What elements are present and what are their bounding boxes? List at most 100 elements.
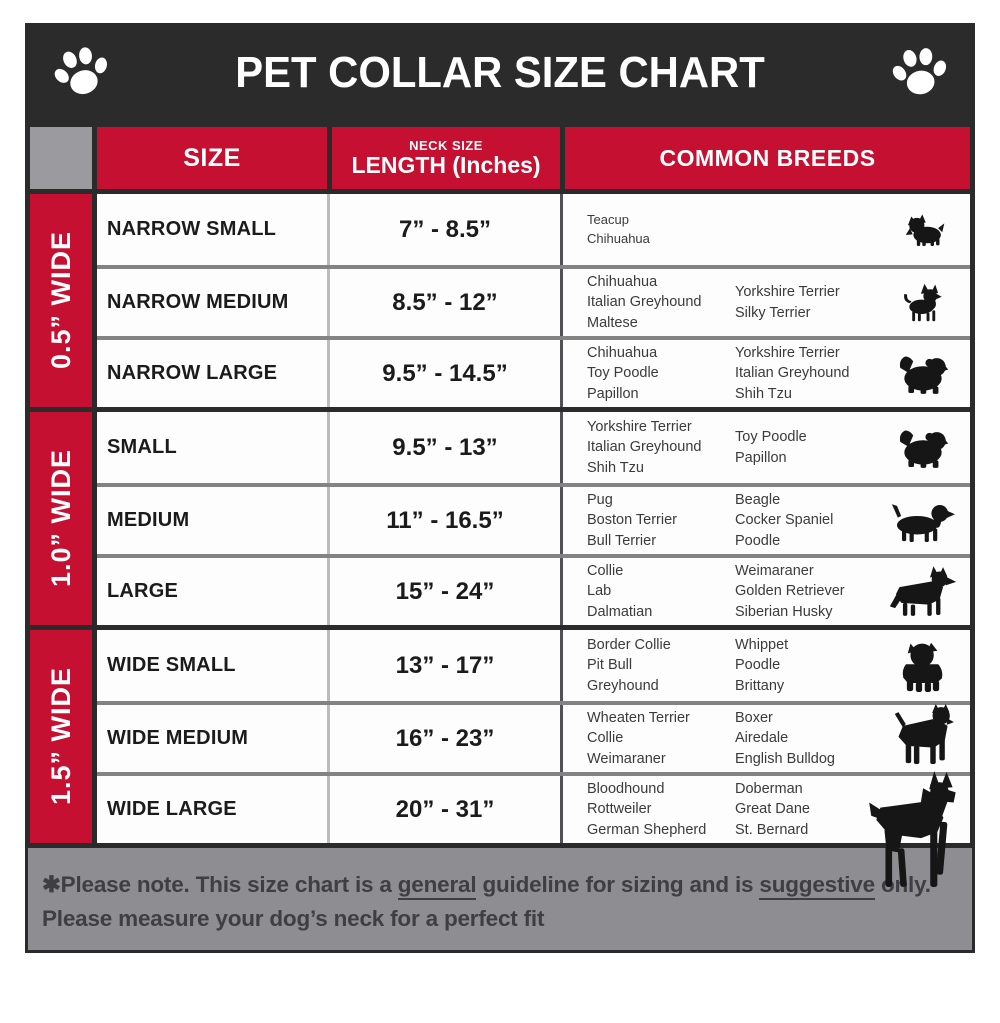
table-row: WIDE SMALL 13” - 17” Border Collie Pit Bull…: [97, 630, 970, 701]
width-group: 1.0” WIDE SMALL 9.5” - 13” Yorkshire Terrie…: [30, 412, 970, 625]
breed-name: Pit Bull: [587, 657, 633, 674]
breed-name: St. Bernard: [735, 821, 809, 838]
breed-name: Italian Greyhound: [735, 365, 850, 382]
size-table: SIZE NECK SIZE LENGTH (Inches) COMMON BR…: [25, 122, 975, 848]
breed-name: Collie: [587, 730, 624, 747]
breed-name: Collie: [587, 563, 624, 580]
length-cell: 9.5” - 14.5”: [327, 340, 560, 407]
doberman-dog-icon: [866, 771, 968, 889]
width-group: 1.5” WIDE WIDE SMALL 13” - 17” Border Colli…: [30, 630, 970, 843]
length-cell: 13” - 17”: [327, 630, 560, 701]
yorkie-dog-icon: [901, 213, 945, 246]
table-row: NARROW LARGE 9.5” - 14.5” Chihuahua Toy Poo…: [97, 336, 970, 407]
breeds-column-1: Wheaten Terrier Collie Weimaraner: [587, 708, 735, 769]
breed-name: Doberman: [735, 781, 803, 798]
size-cell: WIDE LARGE: [107, 798, 237, 820]
breed-name: Pug: [587, 492, 613, 509]
breeds-cell: Border Collie Pit Bull Greyhound Whippet Poo…: [560, 630, 970, 701]
length-cell: 20” - 31”: [327, 776, 560, 843]
breed-name: Airedale: [735, 730, 789, 747]
footer-note-line2: Please measure your dog’s neck for a per…: [42, 905, 545, 931]
breed-name: Poodle: [735, 532, 781, 549]
beagle-dog-icon: [890, 500, 956, 542]
breed-name: Golden Retriever: [735, 583, 845, 600]
table-body: 0.5” WIDE NARROW SMALL 7” - 8.5” Teacup Chih…: [30, 194, 970, 843]
neck-size-label: NECK SIZE: [409, 138, 483, 154]
paw-icon: [883, 36, 955, 108]
breed-name: Chihuahua: [587, 230, 650, 246]
dog-icon-box: [876, 487, 970, 554]
breeds-column-2: Weimaraner Golden Retriever Siberian Husky: [735, 561, 876, 622]
breed-name: Italian Greyhound: [587, 294, 702, 311]
table-row: NARROW SMALL 7” - 8.5” Teacup Chihuahua: [97, 194, 970, 265]
breed-name: Italian Greyhound: [587, 439, 702, 456]
length-cell: 9.5” - 13”: [327, 412, 560, 483]
breed-name: Maltese: [587, 314, 638, 331]
breeds-cell: Collie Lab Dalmatian Weimaraner Golden Retri…: [560, 558, 970, 625]
breed-name: Greyhound: [587, 677, 659, 694]
dog-icon-box: [876, 705, 970, 772]
length-cell: 8.5” - 12”: [327, 269, 560, 336]
breed-name: Yorkshire Terrier: [735, 284, 840, 301]
breed-name: Poodle: [735, 657, 781, 674]
breeds-cell: Chihuahua Toy Poodle Papillon Yorkshire Ter…: [560, 340, 970, 407]
breed-name: Siberian Husky: [735, 603, 833, 620]
pekingese-dog-icon: [897, 427, 949, 468]
breeds-column-1: Border Collie Pit Bull Greyhound: [587, 635, 735, 696]
width-group: 0.5” WIDE NARROW SMALL 7” - 8.5” Teacup Chih…: [30, 194, 970, 407]
width-label-text: 1.5” WIDE: [45, 667, 76, 806]
column-header-size: SIZE: [97, 127, 327, 189]
size-cell: NARROW LARGE: [107, 362, 278, 384]
breeds-cell: Bloodhound Rottweiler German Shepherd Dober…: [560, 776, 970, 843]
length-cell: 11” - 16.5”: [327, 487, 560, 554]
breed-name: Beagle: [735, 492, 781, 509]
size-cell: WIDE SMALL: [107, 654, 236, 676]
column-header-neck-size: NECK SIZE LENGTH (Inches): [332, 127, 560, 189]
breeds-column-1: Chihuahua Italian Greyhound Maltese: [587, 272, 735, 333]
breeds-column-1: Teacup Chihuahua: [587, 211, 735, 247]
breeds-column-2: Whippet Poodle Brittany: [735, 635, 876, 696]
size-chart-page: PET COLLAR SIZE CHART SIZE NECK SIZE LEN…: [25, 23, 975, 953]
paw-icon: [49, 41, 113, 105]
breed-name: Papillon: [587, 385, 639, 402]
note-text: ✱Please note. This size chart is a: [42, 872, 398, 897]
breed-name: Toy Poodle: [735, 429, 807, 446]
table-row: MEDIUM 11” - 16.5” Pug Boston Terrier Bull T…: [97, 483, 970, 554]
breeds-cell: Pug Boston Terrier Bull Terrier Beagle Cocke…: [560, 487, 970, 554]
breeds-column-2: Boxer Airedale English Bulldog: [735, 708, 876, 769]
column-header-common-breeds: COMMON BREEDS: [565, 127, 970, 189]
size-cell: NARROW SMALL: [107, 218, 277, 240]
breed-name: Yorkshire Terrier: [735, 345, 840, 362]
size-cell: WIDE MEDIUM: [107, 727, 249, 749]
breed-name: German Shepherd: [587, 821, 707, 838]
table-header-row: SIZE NECK SIZE LENGTH (Inches) COMMON BR…: [30, 127, 970, 189]
page-title: PET COLLAR SIZE CHART: [235, 47, 765, 97]
width-label: 1.0” WIDE: [30, 412, 92, 625]
table-row: WIDE MEDIUM 16” - 23” Wheaten Terrier Colli…: [97, 701, 970, 772]
breeds-column-1: Bloodhound Rottweiler German Shepherd: [587, 779, 735, 840]
breeds-column-2: Yorkshire Terrier Italian Greyhound Shih T…: [735, 343, 876, 404]
group-rows: SMALL 9.5” - 13” Yorkshire Terrier Italian …: [97, 412, 970, 625]
breeds-column-2: Beagle Cocker Spaniel Poodle: [735, 490, 876, 551]
size-cell: LARGE: [107, 580, 178, 602]
dog-icon-box: [876, 558, 970, 625]
table-row: WIDE LARGE 20” - 31” Bloodhound Rottweiler G…: [97, 772, 970, 843]
length-cell: 7” - 8.5”: [327, 194, 560, 265]
corner-cell: [30, 127, 92, 189]
breed-name: Papillon: [735, 449, 787, 466]
width-label: 0.5” WIDE: [30, 194, 92, 407]
breeds-column-2: Doberman Great Dane St. Bernard: [735, 779, 876, 840]
breeds-column-2: Toy Poodle Papillon: [735, 427, 876, 468]
footer-note-line1: ✱Please note. This size chart is a gener…: [42, 868, 958, 902]
breeds-cell: Teacup Chihuahua: [560, 194, 970, 265]
breed-name: Lab: [587, 583, 612, 600]
breed-name: Bull Terrier: [587, 532, 657, 549]
shepherd-dog-icon: [889, 566, 957, 617]
group-rows: WIDE SMALL 13” - 17” Border Collie Pit Bull…: [97, 630, 970, 843]
breed-name: Shih Tzu: [735, 385, 792, 402]
breeds-cell: Yorkshire Terrier Italian Greyhound Shih T…: [560, 412, 970, 483]
breed-name: Wheaten Terrier: [587, 710, 690, 727]
dog-icon-box: [876, 776, 970, 843]
breed-name: Shih Tzu: [587, 459, 644, 476]
bulldog-dog-icon: [897, 640, 949, 692]
